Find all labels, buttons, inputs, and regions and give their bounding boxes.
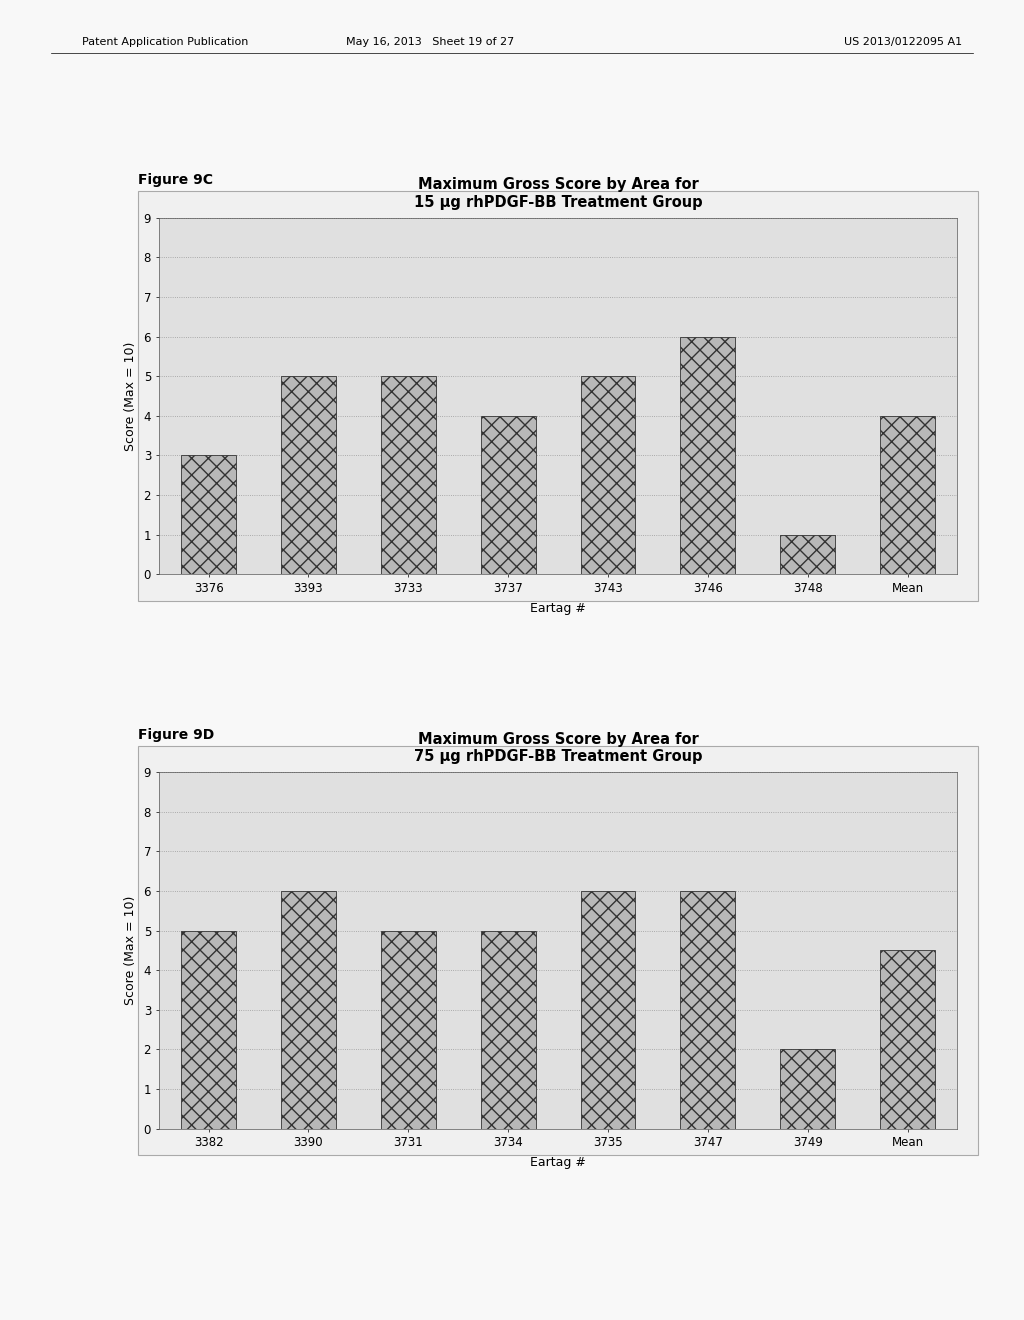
Bar [680, 891, 735, 1129]
Text: Figure 9D: Figure 9D [138, 727, 214, 742]
Text: May 16, 2013   Sheet 19 of 27: May 16, 2013 Sheet 19 of 27 [346, 37, 514, 48]
Text: Figure 9C: Figure 9C [138, 173, 213, 187]
Bar [581, 376, 636, 574]
Text: US 2013/0122095 A1: US 2013/0122095 A1 [845, 37, 963, 48]
Bar [181, 455, 237, 574]
Y-axis label: Score (Max = 10): Score (Max = 10) [124, 896, 136, 1005]
X-axis label: Eartag #: Eartag # [530, 1156, 586, 1170]
Bar [181, 931, 237, 1129]
Bar [680, 337, 735, 574]
Bar [780, 535, 836, 574]
Bar [480, 931, 536, 1129]
Bar [880, 416, 935, 574]
Bar [780, 1049, 836, 1129]
Bar [581, 891, 636, 1129]
Bar [480, 416, 536, 574]
Bar [281, 376, 336, 574]
Title: Maximum Gross Score by Area for
75 μg rhPDGF-BB Treatment Group: Maximum Gross Score by Area for 75 μg rh… [414, 731, 702, 764]
X-axis label: Eartag #: Eartag # [530, 602, 586, 615]
Y-axis label: Score (Max = 10): Score (Max = 10) [124, 342, 136, 450]
Bar [880, 950, 935, 1129]
Bar [381, 931, 436, 1129]
Text: Patent Application Publication: Patent Application Publication [82, 37, 248, 48]
Bar [381, 376, 436, 574]
Bar [281, 891, 336, 1129]
Title: Maximum Gross Score by Area for
15 μg rhPDGF-BB Treatment Group: Maximum Gross Score by Area for 15 μg rh… [414, 177, 702, 210]
